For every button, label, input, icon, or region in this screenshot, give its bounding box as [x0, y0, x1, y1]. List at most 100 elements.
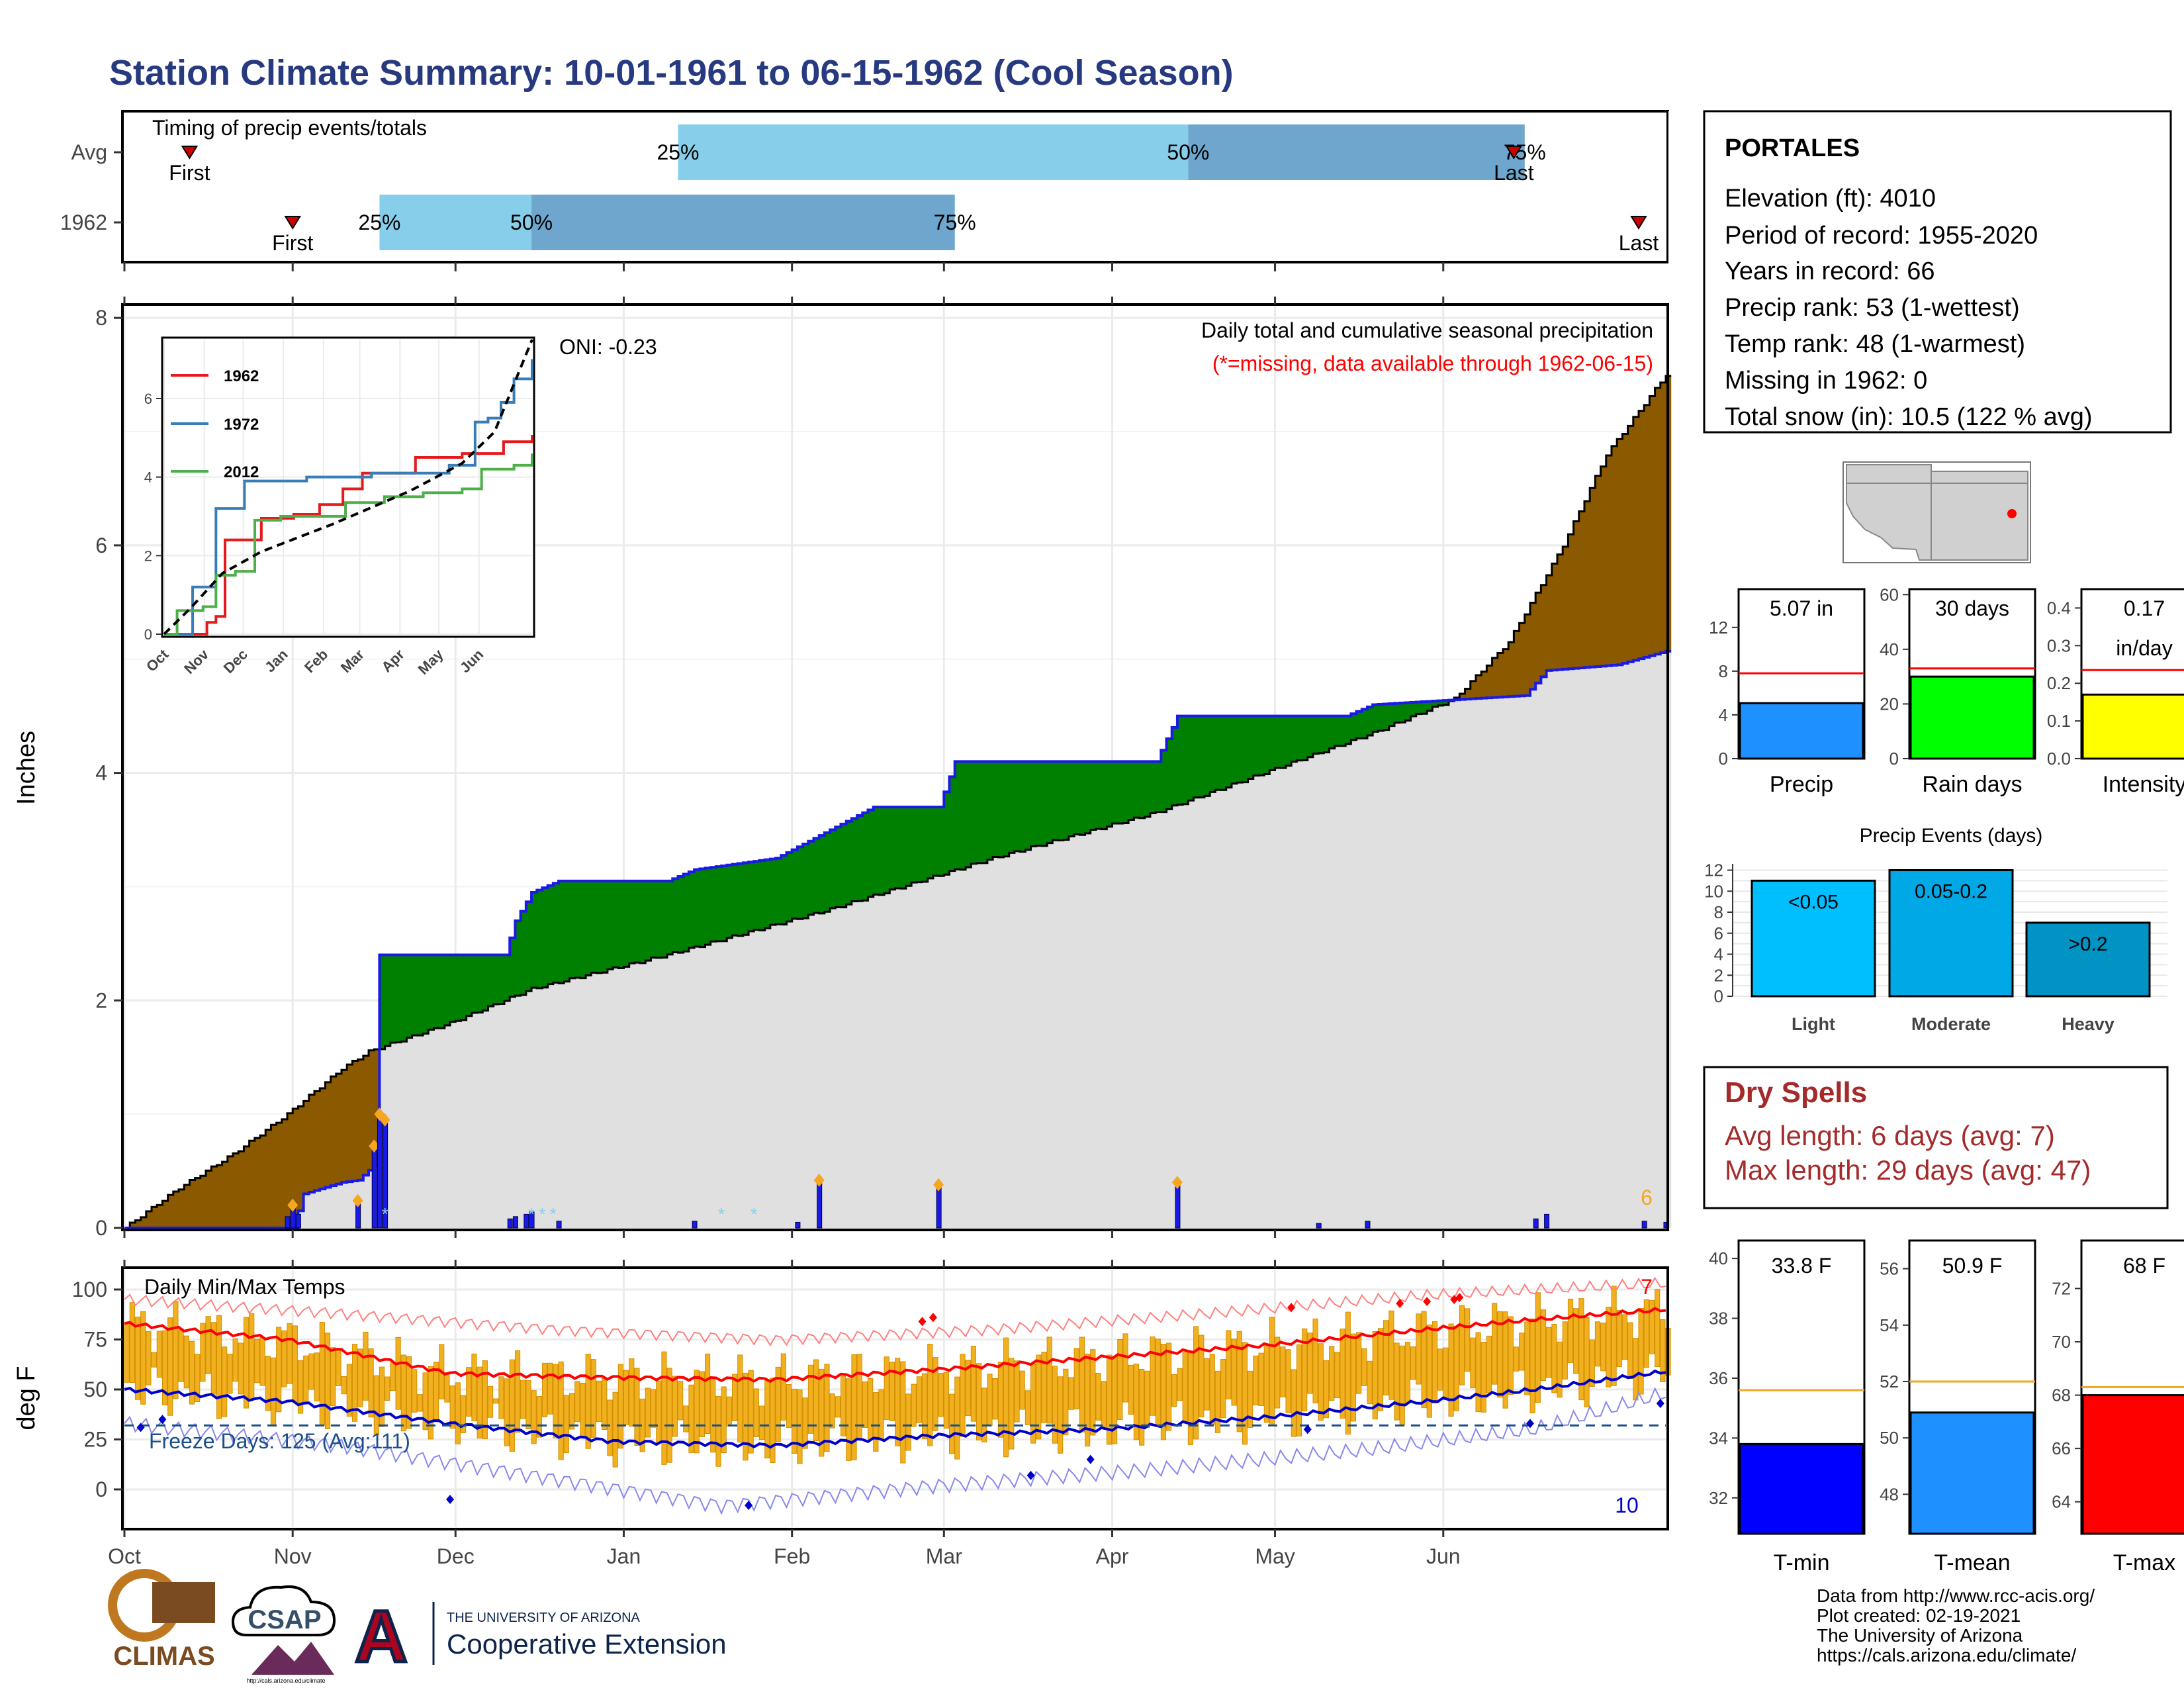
station-missing: Missing in 1962: 0 — [1725, 367, 1927, 395]
snow-marker: * — [718, 1204, 725, 1224]
inset-ytick-label: 2 — [144, 547, 152, 564]
inset-series-1962 — [164, 435, 533, 635]
timing-first-label: First — [169, 161, 210, 185]
temp-summary-value-label: 68 F — [2123, 1254, 2165, 1278]
summary-bar — [2081, 693, 2184, 760]
csap-url: http://cals.arizona.edu/climate — [246, 1677, 325, 1684]
station-snow: Total snow (in): 10.5 (122 % avg) — [1725, 403, 2093, 431]
events-category-label: Light — [1792, 1014, 1835, 1034]
record-high-marker — [1287, 1303, 1296, 1313]
timing-last-label: Last — [1619, 231, 1659, 255]
footer: CLIMAS CSAP http://cals.arizona.edu/clim… — [108, 1569, 2095, 1684]
summary-ytick-label: 20 — [1880, 694, 1899, 714]
record-min-line — [124, 1387, 1666, 1515]
summary-ytick-label: 4 — [1719, 705, 1728, 725]
precip-ytick-label: 4 — [95, 761, 107, 785]
temp-summary-bar — [1739, 1442, 1864, 1535]
events-ytick-label: 4 — [1714, 945, 1723, 964]
daily-precip-bar — [295, 1213, 301, 1229]
temp-corner-hot: 7 — [1641, 1275, 1653, 1299]
daily-temp-range-bars — [124, 1286, 1671, 1468]
daily-precip-marker — [379, 1113, 390, 1127]
temp-ytick-label: 100 — [72, 1278, 107, 1301]
events-range-label: >0.2 — [2068, 933, 2107, 955]
temp-summary-bar — [2081, 1394, 2184, 1535]
timing-panel: Timing of precip events/totals Avg 25% 50%… — [60, 110, 1702, 271]
snow-marker: * — [550, 1204, 557, 1224]
daily-precip-bar — [371, 1145, 377, 1229]
precip-deficit-area — [130, 375, 1672, 1228]
events-ytick-label: 8 — [1714, 902, 1723, 922]
timing-bar-25-50 — [678, 124, 1189, 180]
inset-legend-label: 1972 — [224, 416, 259, 434]
record-low-marker — [1525, 1419, 1534, 1429]
daily-precip-bar — [1365, 1221, 1371, 1229]
timing-row-label: 1962 — [60, 211, 107, 234]
summary-ytick-label: 60 — [1880, 585, 1899, 604]
dry-spells-box: Dry Spells Avg length: 6 days (avg: 7) M… — [1703, 1066, 2169, 1209]
ua-logo: A THE UNIVERSITY OF ARIZONA Cooperative … — [353, 1595, 727, 1679]
snow-marker: * — [539, 1204, 545, 1224]
temp-summary-ytick-label: 34 — [1709, 1428, 1728, 1448]
temp-summary-ytick-label: 40 — [1709, 1248, 1728, 1268]
events-title: Precip Events (days) — [1860, 825, 2043, 847]
timing-last-marker — [1630, 216, 1647, 230]
temp-corner-cold: 10 — [1615, 1493, 1639, 1517]
record-low-marker — [1026, 1470, 1035, 1480]
temp-panel: 0 25 50 75 100 deg F Daily Min/Max Temps Fre… — [13, 1260, 1671, 1568]
precip-ytick-label: 6 — [95, 534, 107, 557]
events-category-label: Heavy — [2062, 1014, 2115, 1034]
climas-text: CLIMAS — [113, 1642, 214, 1671]
daily-precip-bar — [795, 1221, 801, 1229]
record-low-marker — [158, 1415, 167, 1425]
temp-summary-ytick-label: 50 — [1880, 1428, 1899, 1448]
precip-corner-count: 6 — [1641, 1186, 1653, 1209]
temp-ytick-label: 50 — [83, 1378, 107, 1401]
temp-summary-bar-label: T-min — [1774, 1550, 1830, 1575]
summary-ytick-label: 0.1 — [2047, 711, 2071, 731]
temp-summary-value-label: 33.8 F — [1772, 1254, 1832, 1278]
oni-label: ONI: -0.23 — [559, 335, 657, 359]
temp-summary-ytick-label: 54 — [1880, 1315, 1899, 1335]
station-period: Period of record: 1955-2020 — [1725, 222, 2038, 250]
events-ytick-label: 0 — [1714, 986, 1723, 1006]
inset-series-average — [163, 339, 533, 635]
daily-precip-bar — [529, 1211, 535, 1229]
summary-ytick-label: 0.3 — [2047, 635, 2071, 655]
timing-row-label: Avg — [71, 140, 107, 164]
csap-cloud — [231, 1585, 336, 1636]
summary-ytick-label: 0 — [1719, 749, 1728, 769]
daily-precip-bar — [817, 1180, 823, 1229]
month-label: May — [1255, 1544, 1295, 1568]
record-low-marker — [1086, 1454, 1095, 1464]
csap-mountains — [251, 1642, 334, 1675]
snow-marker: * — [751, 1204, 757, 1224]
dry-frame — [1703, 1066, 2169, 1209]
daily-precip-marker — [369, 1139, 380, 1153]
events-ytick-label: 12 — [1704, 861, 1723, 880]
temp-ytick-label: 0 — [95, 1477, 107, 1501]
year-cumulative-line — [124, 649, 1672, 1229]
events-bar — [2025, 921, 2151, 998]
record-low-marker — [446, 1495, 455, 1505]
summary-ytick-label: 8 — [1719, 661, 1728, 681]
daily-precip-marker — [813, 1173, 825, 1187]
events-ytick-label: 10 — [1704, 881, 1723, 901]
credit-url: https://cals.arizona.edu/climate/ — [1817, 1645, 2076, 1665]
record-max-line — [124, 1276, 1666, 1347]
daily-precip-bar — [285, 1216, 291, 1229]
summary-bar-label: Rain days — [1922, 772, 2022, 797]
station-info: PORTALES Elevation (ft): 4010 Period of … — [1703, 110, 2172, 434]
daily-precip-bar — [1533, 1218, 1539, 1229]
timing-first-marker — [284, 216, 302, 230]
timing-bar-50-75 — [1188, 124, 1525, 180]
precip-ytick-label: 0 — [95, 1216, 107, 1240]
precip-ytick-label: 8 — [95, 306, 107, 330]
temp-ylabel: deg F — [13, 1366, 40, 1430]
summary-bar — [1909, 675, 2035, 760]
inset-legend-label: 1962 — [224, 367, 259, 385]
credit-data: Data from http://www.rcc-acis.org/ — [1817, 1585, 2095, 1606]
timing-first-label: First — [272, 231, 313, 255]
snow-marker: * — [382, 1204, 388, 1224]
